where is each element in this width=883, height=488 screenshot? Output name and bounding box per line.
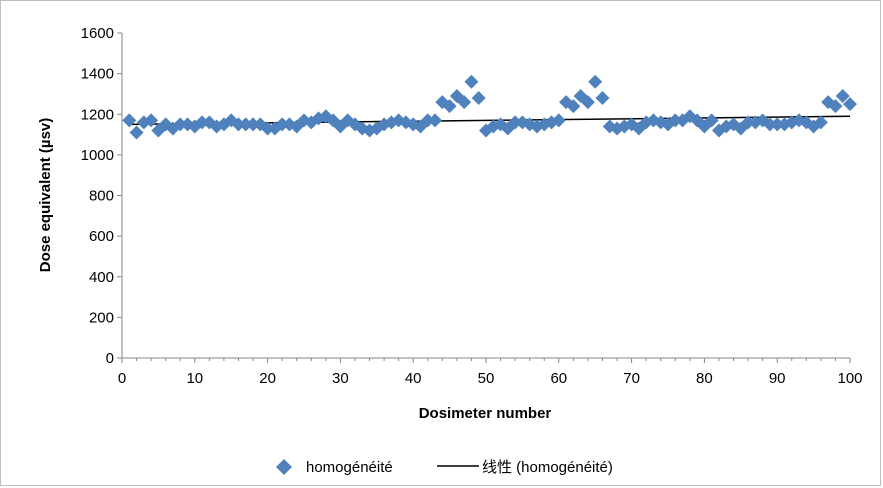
data-point-diamond xyxy=(843,97,857,112)
y-axis-title: Dose equivalent (µsv) xyxy=(37,118,54,273)
legend-label-homogeneite: homogénéité xyxy=(306,459,393,476)
data-point-diamond xyxy=(457,95,472,110)
data-point-diamond xyxy=(500,121,515,136)
y-tick-label: 600 xyxy=(89,228,114,245)
data-point-diamond xyxy=(129,125,144,140)
data-point-diamond xyxy=(173,117,188,132)
y-tick-label: 1400 xyxy=(81,66,114,83)
x-tick-label: 0 xyxy=(118,370,126,387)
data-point-diamond xyxy=(246,117,261,132)
data-point-diamond xyxy=(428,113,443,128)
data-point-diamond xyxy=(464,74,479,89)
x-axis-ticks: 0 10 20 30 40 50 60 70 80 90 100 xyxy=(118,358,863,387)
data-point-diamond xyxy=(668,113,683,128)
x-tick-label: 40 xyxy=(405,370,422,387)
x-tick-label: 60 xyxy=(550,370,567,387)
data-point-diamond xyxy=(420,113,435,128)
data-point-diamond xyxy=(588,74,603,89)
y-tick-label: 800 xyxy=(89,188,114,205)
data-point-diamond xyxy=(813,115,828,130)
x-tick-label: 90 xyxy=(769,370,786,387)
y-axis-ticks: 0 200 400 600 800 1000 1200 1400 1600 xyxy=(81,25,122,367)
legend: homogénéité 线性 (homogénéité) xyxy=(276,459,613,476)
data-point-diamond xyxy=(704,113,719,128)
y-tick-label: 1600 xyxy=(81,25,114,42)
data-point-diamond xyxy=(741,115,756,130)
legend-marker-homogeneite xyxy=(276,459,292,475)
data-point-diamond xyxy=(275,117,290,132)
data-point-diamond xyxy=(762,117,777,132)
data-point-diamond xyxy=(580,95,595,110)
data-point-diamond xyxy=(195,115,210,130)
x-tick-label: 20 xyxy=(259,370,276,387)
data-point-diamond xyxy=(144,113,159,128)
data-point-diamond xyxy=(260,121,275,136)
x-tick-label: 50 xyxy=(478,370,495,387)
data-point-diamond xyxy=(595,91,610,105)
data-point-diamond xyxy=(508,115,523,130)
x-tick-label: 80 xyxy=(696,370,713,387)
data-point-diamond xyxy=(770,117,785,132)
data-point-diamond xyxy=(238,117,253,132)
legend-label-trendline: 线性 (homogénéité) xyxy=(482,459,613,476)
scatter-points xyxy=(122,74,857,140)
data-point-diamond xyxy=(122,113,137,128)
data-point-diamond xyxy=(442,99,457,114)
y-tick-label: 1000 xyxy=(81,147,114,164)
data-point-diamond xyxy=(231,117,246,132)
x-axis-title: Dosimeter number xyxy=(419,405,552,422)
y-tick-label: 400 xyxy=(89,269,114,286)
x-tick-label: 30 xyxy=(332,370,349,387)
y-tick-label: 0 xyxy=(106,350,114,367)
x-tick-label: 10 xyxy=(186,370,203,387)
data-point-diamond xyxy=(551,113,566,128)
y-tick-label: 1200 xyxy=(81,106,114,123)
y-tick-label: 200 xyxy=(89,309,114,326)
x-tick-label: 70 xyxy=(623,370,640,387)
data-point-diamond xyxy=(835,88,850,103)
data-point-diamond xyxy=(566,99,581,114)
data-point-diamond xyxy=(471,91,486,105)
data-point-diamond xyxy=(828,99,843,114)
x-tick-label: 100 xyxy=(837,370,862,387)
